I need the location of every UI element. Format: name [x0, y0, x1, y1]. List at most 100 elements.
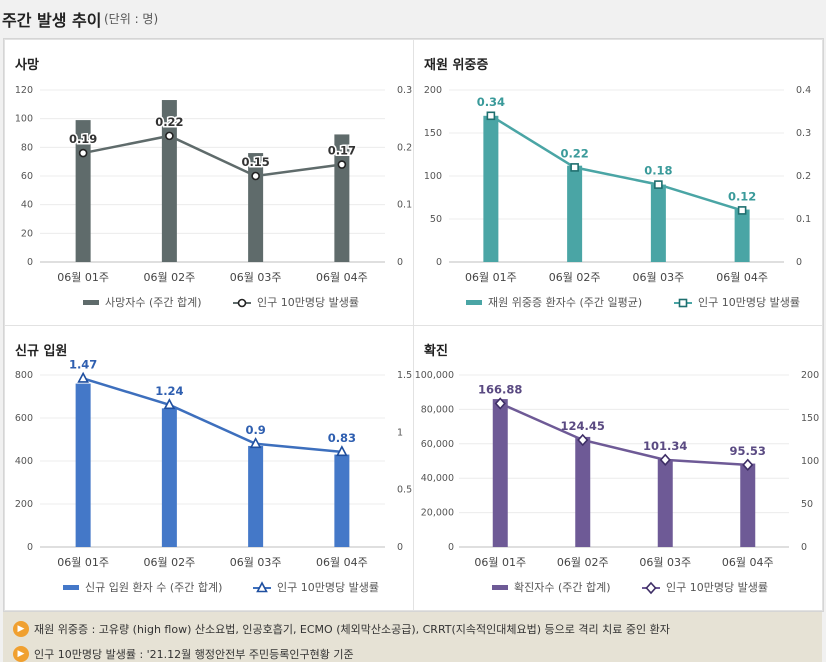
y-tick-right: 0.1	[397, 200, 412, 211]
bar	[248, 153, 264, 262]
data-label: 1.24	[155, 384, 183, 398]
y-tick-right: 0	[796, 257, 802, 268]
admissions-chart-svg: 0 200 400 600 800 0 0.5 1 1.5 06월 01주 06월 02주 06월 0…	[15, 357, 412, 594]
y-tick-right: 0.5	[397, 485, 412, 496]
bar	[483, 115, 499, 262]
line-marker	[337, 160, 347, 169]
y-tick-left: 80,000	[421, 404, 454, 415]
data-label: 1.47	[69, 357, 97, 371]
y-tick-left: 40	[21, 200, 33, 211]
x-tick-label: 06월 02주	[144, 271, 196, 284]
line-marker	[163, 398, 176, 410]
y-tick-right: 0	[397, 542, 403, 553]
y-tick-left: 0	[448, 542, 454, 553]
legend-label: 인구 10만명당 발생률	[666, 581, 768, 594]
rate-line	[490, 114, 743, 212]
bar	[734, 209, 750, 262]
y-tick-right: 0	[397, 257, 403, 268]
legend-label: 재원 위중증 환자수 (주간 일평균)	[488, 295, 642, 309]
y-tick-right: 1.5	[397, 370, 412, 381]
unit-label: (단위 : 명)	[104, 12, 159, 26]
y-tick-left: 0	[27, 257, 33, 268]
y-tick-right: 150	[801, 413, 819, 424]
data-label: 0.83	[328, 431, 356, 445]
x-tick-label: 06월 02주	[549, 271, 601, 284]
y-tick-left: 100,000	[415, 370, 454, 381]
x-tick-label: 06월 01주	[57, 271, 109, 284]
x-tick-label: 06월 03주	[639, 556, 691, 569]
y-tick-left: 120	[15, 85, 33, 96]
data-label: 0.19	[69, 132, 97, 146]
x-tick-label: 06월 03주	[230, 556, 282, 569]
line-marker	[742, 458, 754, 472]
section-title: 주간 발생 추이	[2, 11, 102, 30]
line-marker	[678, 298, 688, 308]
y-tick-left: 80	[21, 142, 33, 153]
line-marker	[494, 397, 506, 410]
y-tick-left: 20	[21, 228, 33, 239]
x-tick-label: 06월 04주	[716, 271, 768, 284]
bar	[75, 120, 91, 262]
data-label: 0.22	[560, 146, 588, 160]
rate-line	[82, 377, 342, 454]
bar	[567, 165, 583, 262]
data-label: 124.45	[561, 419, 605, 433]
y-tick-right: 0	[801, 542, 807, 553]
y-tick-left: 60	[21, 171, 33, 182]
data-label: 95.53	[730, 444, 766, 458]
chart-title: 신규 입원	[15, 344, 68, 359]
y-tick-right: 0.4	[796, 85, 811, 96]
y-tick-right: 0.3	[796, 128, 811, 139]
legend-label: 인구 10만명당 발생률	[277, 581, 379, 594]
line-marker	[645, 581, 657, 595]
bar	[650, 184, 666, 262]
bar	[575, 436, 591, 547]
line-marker	[78, 148, 88, 158]
bar	[248, 445, 264, 547]
legend-swatch-bar	[466, 300, 482, 305]
y-tick-left: 200	[424, 85, 442, 96]
line-marker	[249, 437, 262, 449]
line-marker	[237, 298, 247, 308]
chart-panel-confirmed: 확진 0 20,000 40,000 60,000 80,000 100,000 0 50 10…	[413, 325, 823, 611]
y-tick-right: 0.2	[397, 142, 412, 153]
confirmed-chart-svg: 0 20,000 40,000 60,000 80,000 100,000 0 50 100 15…	[415, 370, 819, 595]
data-label: 0.18	[644, 164, 672, 178]
y-tick-left: 100	[15, 114, 33, 125]
x-tick-label: 06월 02주	[557, 556, 609, 569]
legend-swatch-bar	[63, 585, 79, 590]
note-incidence-basis: ▶ 인구 10만명당 발생률 : '21.12월 행정안전부 주민등록인구현황 기…	[13, 646, 354, 662]
x-tick-label: 06월 04주	[316, 271, 368, 284]
speaker-icon: ▶	[13, 646, 29, 662]
y-tick-left: 600	[15, 413, 33, 424]
y-tick-right: 100	[801, 456, 819, 467]
chart-panel-severe: 재원 위중증 0 50 100 150 200 0 0.1 0.2 0.3 0.4 06월 01주 0…	[413, 39, 823, 326]
rate-line	[499, 402, 748, 467]
legend-label: 인구 10만명당 발생률	[257, 296, 359, 309]
chart-title: 사망	[15, 58, 39, 73]
data-label: 166.88	[478, 382, 522, 396]
chart-title: 재원 위중증	[424, 58, 489, 73]
legend-label: 인구 10만명당 발생률	[698, 296, 800, 309]
line-marker	[256, 581, 268, 593]
rate-line	[82, 134, 343, 178]
x-tick-label: 06월 02주	[144, 556, 196, 569]
line-marker	[77, 371, 89, 383]
bar	[740, 463, 756, 547]
y-tick-right: 1	[397, 427, 403, 438]
line-marker	[577, 433, 589, 447]
x-tick-label: 06월 01주	[474, 556, 526, 569]
y-tick-left: 60,000	[421, 439, 454, 450]
y-tick-left: 40,000	[421, 473, 454, 484]
x-tick-label: 06월 04주	[316, 556, 368, 569]
y-tick-right: 0.2	[796, 171, 811, 182]
bar	[657, 459, 673, 547]
data-label: 0.12	[728, 189, 756, 203]
line-marker	[251, 171, 260, 181]
legend-swatch-bar	[83, 300, 99, 305]
data-label: 101.34	[643, 439, 687, 453]
data-label: 0.9	[245, 423, 265, 437]
y-tick-left: 150	[424, 128, 442, 139]
line-marker	[486, 111, 496, 121]
section-header: 주간 발생 추이 (단위 : 명)	[0, 0, 826, 34]
